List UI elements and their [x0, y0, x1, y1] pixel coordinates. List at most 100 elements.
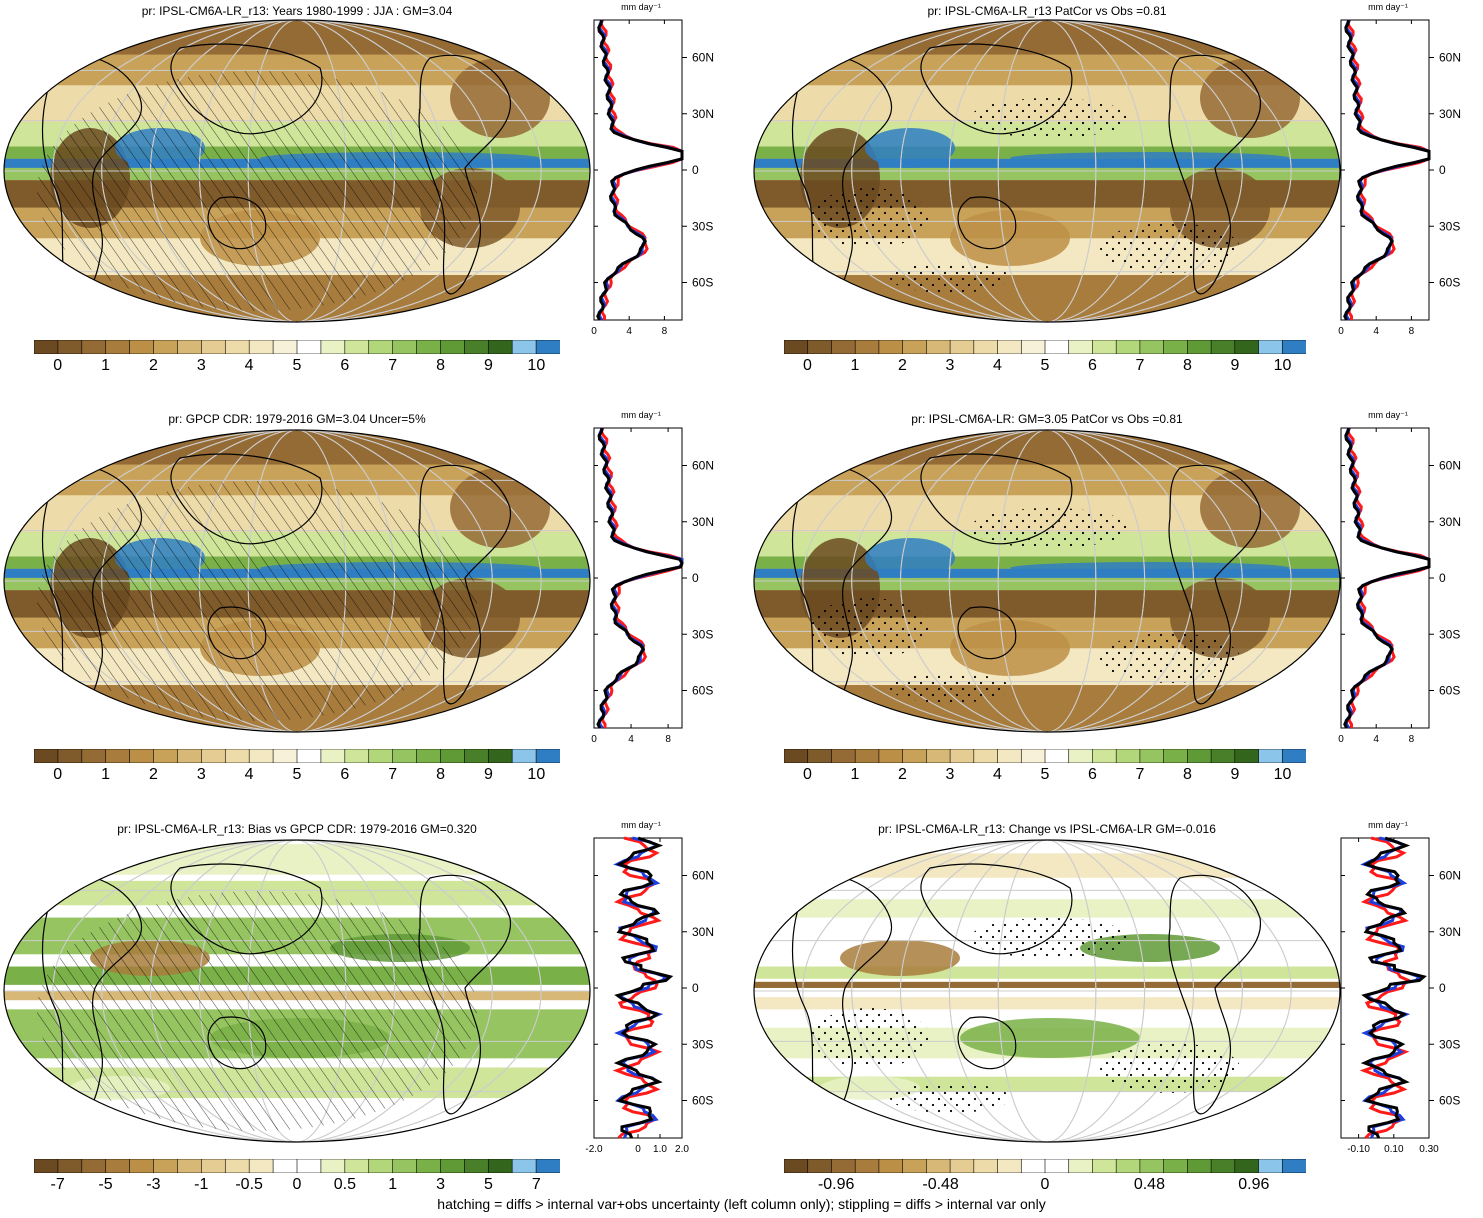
colorbar-swatch [1234, 1159, 1260, 1173]
colorbar-swatch [392, 749, 418, 763]
colorbar-label: 10 [527, 357, 546, 374]
colorbar-label: 0 [53, 357, 63, 374]
colorbar-swatch [464, 1159, 490, 1173]
x-tick-label: 0 [1338, 734, 1344, 745]
world-map [3, 19, 591, 323]
x-tick-label: 2.0 [675, 1144, 689, 1155]
mean-profile-line [1360, 836, 1427, 1139]
map-title: pr: IPSL-CM6A-LR_r13 PatCor vs Obs =0.81 [927, 4, 1167, 18]
colorbar-label: 0 [1040, 1176, 1050, 1193]
colorbar-swatch [416, 340, 442, 354]
colorbar-swatch [248, 1159, 274, 1173]
colorbar-swatch [129, 340, 155, 354]
lat-tick-label: 30N [1439, 515, 1461, 529]
x-tick-label: 0 [635, 1144, 641, 1155]
colorbar-swatch [784, 340, 809, 354]
units-label: mm day⁻¹ [621, 410, 661, 420]
colorbar-swatch [81, 340, 107, 354]
colorbar-label: 7 [1135, 766, 1145, 783]
colorbar-swatch [973, 1159, 999, 1173]
footer-note: hatching = diffs > internal var+obs unce… [437, 1196, 1046, 1212]
colorbar-swatch [1210, 1159, 1236, 1173]
colorbar-swatch [153, 749, 179, 763]
lat-tick-label: 0 [1439, 981, 1446, 995]
colorbar-swatch [926, 1159, 951, 1173]
colorbar-swatch [57, 340, 83, 354]
colorbar-label: 5 [1040, 357, 1050, 374]
colorbar-swatch [224, 1159, 250, 1173]
map-title: pr: IPSL-CM6A-LR_r13: Years 1980-1999 : … [141, 4, 453, 18]
colorbar-label: 0 [803, 357, 812, 374]
colorbar-swatch [1187, 1159, 1212, 1173]
colorbar-label: 0.5 [333, 1176, 356, 1193]
x-tick-label: 4 [1373, 734, 1379, 745]
colorbar-swatch [949, 340, 975, 354]
colorbar-swatch [878, 749, 904, 763]
lat-tick-label: 30S [692, 627, 713, 641]
units-label: mm day⁻¹ [621, 2, 661, 12]
colorbar-label: -7 [50, 1176, 65, 1193]
lat-tick-label: 60N [692, 51, 714, 65]
colorbar-swatch [1068, 340, 1094, 354]
colorbar-swatch [902, 1159, 928, 1173]
colorbar-swatch [296, 340, 322, 354]
lat-tick-label: 0 [1439, 571, 1446, 585]
colorbar-swatch [807, 749, 833, 763]
colorbar-swatch [296, 1159, 322, 1173]
colorbar-swatch [1258, 340, 1284, 354]
colorbar-label: 6 [340, 766, 350, 783]
lat-tick-label: 60S [1439, 276, 1460, 290]
colorbar-swatch [1281, 1159, 1306, 1173]
colorbar-swatch [784, 1159, 809, 1173]
colorbar-swatch [926, 749, 951, 763]
colorbar-swatch [1258, 749, 1284, 763]
colorbar [34, 749, 560, 763]
units-label: mm day⁻¹ [1368, 820, 1408, 830]
zonal-mean-profile: 60N 30N 0 30S 60S -2.0 0 1.0 2.0 [585, 836, 714, 1155]
colorbar-swatch [878, 340, 904, 354]
x-tick-label: -2.0 [585, 1144, 603, 1155]
zonal-mean-profile: 60N 30N 0 30S 60S 0 4 8 [1338, 427, 1461, 745]
lat-tick-label: 0 [692, 981, 699, 995]
lat-tick-label: 30S [1439, 1037, 1460, 1051]
colorbar-label: 10 [1273, 766, 1292, 783]
colorbar-label: 2 [898, 766, 907, 783]
lat-tick-label: 60N [692, 459, 714, 473]
colorbar-swatch [1020, 1159, 1046, 1173]
colorbar-swatch [272, 340, 298, 354]
colorbar-swatch [177, 1159, 203, 1173]
colorbar-label: 5 [292, 766, 302, 783]
colorbar-swatch [272, 1159, 298, 1173]
colorbar-swatch [344, 749, 370, 763]
colorbar-label: -0.5 [235, 1176, 263, 1193]
colorbar-swatch [973, 749, 999, 763]
map-title: pr: IPSL-CM6A-LR_r13: Bias vs GPCP CDR: … [117, 822, 477, 836]
lat-tick-label: 0 [1439, 163, 1446, 177]
colorbar-label: 2 [148, 357, 158, 374]
colorbar-swatch [854, 1159, 880, 1173]
lat-tick-label: 30S [1439, 219, 1460, 233]
colorbar-label: 0 [292, 1176, 302, 1193]
colorbar-swatch [1139, 1159, 1165, 1173]
colorbar-swatch [1163, 1159, 1189, 1173]
zonal-mean-profile: 60N 30N 0 30S 60S 0 4 8 [1338, 19, 1461, 337]
lat-tick-label: 30N [1439, 925, 1461, 939]
colorbar-label: 3 [436, 1176, 446, 1193]
zonal-mean-profile: 60N 30N 0 30S 60S -0.10 0.10 0.30 [1340, 836, 1461, 1155]
colorbar-label: 10 [1273, 357, 1292, 374]
colorbar-label: 10 [527, 766, 546, 783]
colorbar-label: -3 [146, 1176, 161, 1193]
colorbar-swatch [1210, 340, 1236, 354]
x-tick-label: 8 [1409, 326, 1415, 337]
colorbar-label: -0.96 [817, 1176, 855, 1193]
lat-tick-label: 30N [692, 107, 714, 121]
colorbar-label: 6 [1088, 357, 1097, 374]
colorbar-swatch [129, 1159, 155, 1173]
colorbar-label: 0 [53, 766, 63, 783]
x-tick-label: 0 [1338, 326, 1344, 337]
colorbar-label: 0.96 [1238, 1176, 1270, 1193]
colorbar-label: 3 [196, 766, 206, 783]
lat-tick-label: 60S [1439, 1094, 1460, 1108]
x-tick-label: 8 [1409, 734, 1415, 745]
colorbar-swatch [81, 749, 107, 763]
